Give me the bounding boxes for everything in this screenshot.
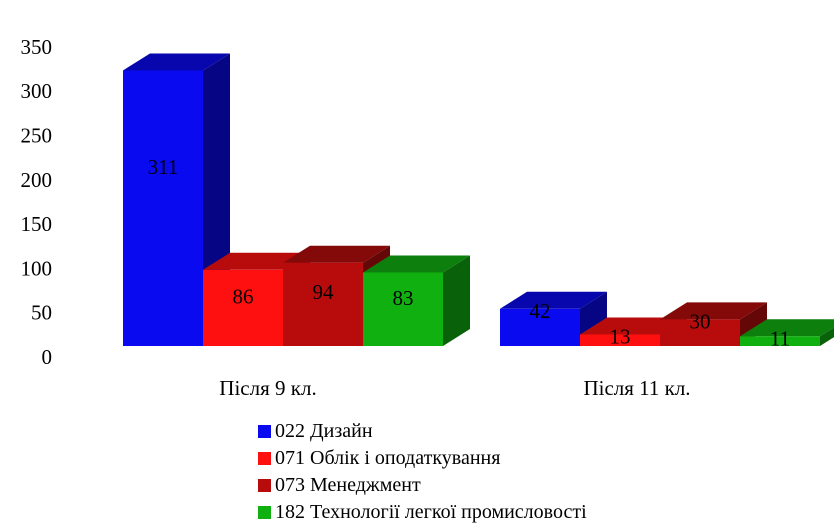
bar-front [123,70,203,346]
legend-label: 182 Технології легкої промисловості [275,501,587,523]
data-label: 311 [148,155,179,179]
x-axis: Після 9 кл. Після 11 кл. [219,376,690,400]
bar-top [500,291,607,309]
bar-front [500,308,580,346]
category-label: Після 9 кл. [219,376,316,400]
bar-front [283,262,363,346]
bar-top [660,302,767,320]
bar-top [363,255,470,273]
bar: 42 [500,291,607,346]
bar-side [443,255,470,346]
chart-legend: 022 Дизайн 071 Облік і оподаткування 073 М… [258,418,587,526]
y-tick-label: 150 [21,212,53,236]
y-tick-label: 350 [21,35,53,59]
data-label: 94 [313,280,335,304]
category-label: Після 11 кл. [583,376,690,400]
y-tick-label: 200 [21,168,53,192]
data-label: 11 [770,326,790,350]
legend-label: 071 Облік і оподаткування [275,447,501,469]
y-axis: 0 50 100 150 200 250 300 350 [21,35,53,369]
data-label: 83 [393,286,414,310]
bar-front [740,336,820,346]
bar-top [740,319,834,337]
bar-top [123,53,230,71]
bar: 11 [740,319,834,350]
data-label: 86 [233,284,254,308]
data-label: 30 [690,309,711,333]
legend-swatch [258,506,271,519]
data-label: 42 [530,299,551,323]
legend-item: 182 Технології легкої промисловості [258,499,587,526]
bar-front [660,319,740,346]
legend-label: 073 Менеджмент [275,474,421,496]
legend-label: 022 Дизайн [275,420,373,442]
bar-front [363,272,443,346]
y-tick-label: 100 [21,256,53,280]
bar-top [283,245,390,263]
legend-swatch [258,425,271,438]
y-tick-label: 50 [31,301,52,325]
y-tick-label: 250 [21,124,53,148]
bar-front [203,269,283,346]
bar-series: 311 86 94 83 42 13 30 11 [123,53,834,350]
legend-swatch [258,452,271,465]
legend-item: 073 Менеджмент [258,472,587,499]
bar-front [580,334,660,346]
legend-swatch [258,479,271,492]
legend-item: 022 Дизайн [258,418,587,445]
bar: 83 [363,255,470,346]
legend-item: 071 Облік і оподаткування [258,445,587,472]
bar-side [820,327,834,346]
y-tick-label: 0 [42,345,53,369]
y-tick-label: 300 [21,79,53,103]
data-label: 13 [610,324,631,348]
